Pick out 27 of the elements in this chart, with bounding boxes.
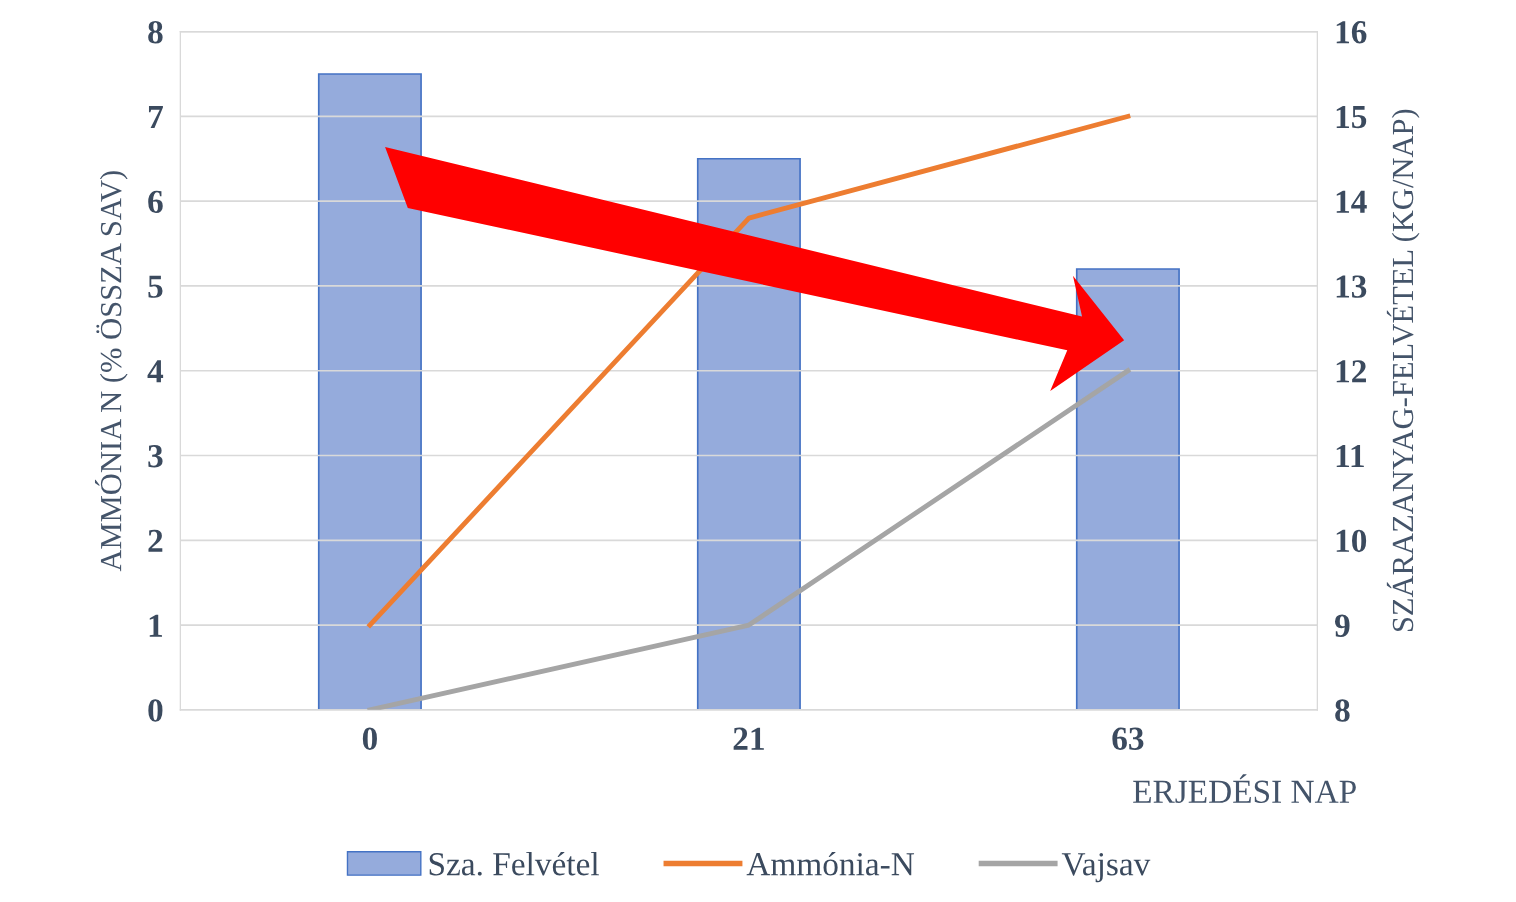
x-tick-label: 0 xyxy=(362,727,377,750)
y-tick-label: 6 xyxy=(148,190,163,214)
x-tick-label: 63 xyxy=(1112,727,1144,750)
y-tick-label: 8 xyxy=(148,20,163,44)
legend-label: Ammónia-N xyxy=(746,851,915,876)
y2-tick-label: 15 xyxy=(1336,105,1367,129)
y2-tick-label: 9 xyxy=(1334,614,1350,637)
y2-axis-title: SZÁRAZANYAG-FELVÉTEL (KG/NAP) xyxy=(1386,109,1420,632)
y2-tick-label: 11 xyxy=(1336,445,1364,468)
x-axis-title: ERJEDÉSI NAP xyxy=(1133,774,1356,804)
y2-tick-label: 8 xyxy=(1335,699,1350,722)
y-tick-label: 5 xyxy=(148,275,163,298)
legend-label: Vajsav xyxy=(1061,853,1151,883)
y-tick-label: 4 xyxy=(147,360,164,383)
y2-tick-label: 10 xyxy=(1336,529,1367,553)
y-tick-label: 0 xyxy=(148,699,163,722)
y-axis-title: AMMÓNIA N (% ÖSSZA SAV) xyxy=(94,171,128,572)
y-tick-label: 3 xyxy=(148,445,163,468)
y-tick-label: 7 xyxy=(148,106,163,128)
y2-tick-label: 12 xyxy=(1336,360,1366,383)
y-tick-label: 2 xyxy=(148,529,163,552)
x-tick-label: 21 xyxy=(733,727,764,750)
legend-label: Sza. Felvétel xyxy=(429,851,599,876)
y2-tick-label: 14 xyxy=(1336,190,1367,213)
y2-tick-label: 13 xyxy=(1336,275,1367,298)
y-tick-label: 1 xyxy=(149,614,163,637)
y2-tick-label: 16 xyxy=(1336,21,1367,44)
